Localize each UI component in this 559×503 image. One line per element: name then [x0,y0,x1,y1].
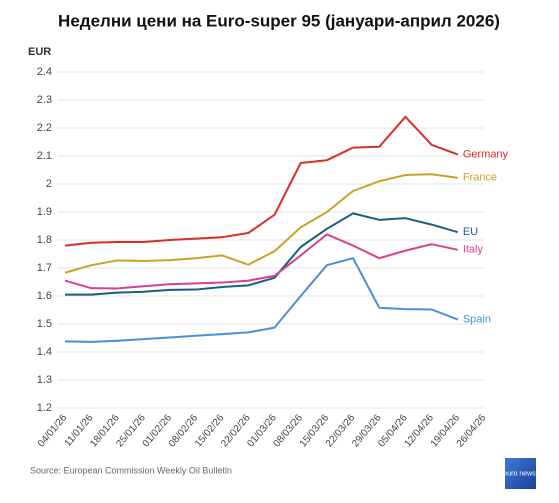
y-tick-label: 1.8 [37,234,52,246]
series-label: France [463,172,497,184]
y-tick-label: 2.4 [37,66,52,78]
logo: euro news. [503,470,537,477]
series-line [64,115,459,247]
y-tick-label: 1.9 [37,206,52,218]
chart-title: Неделни цени на Euro-super 95 (јануари-а… [58,11,500,30]
y-tick-label: 1.6 [37,290,52,302]
y-tick-label: 2 [46,178,52,190]
series-label: Italy [463,244,484,256]
y-tick-label: 1.2 [37,402,52,414]
series-label: EU [463,226,478,238]
y-tick-label: 1.7 [37,262,52,274]
y-tick-label: 2.2 [37,122,52,134]
y-tick-label: 1.3 [37,374,52,386]
y-tick-label: 1.4 [37,346,52,358]
series-label: Spain [463,313,491,325]
logo-box [505,458,536,489]
series-line [64,257,459,343]
y-tick-label: 1.5 [37,318,52,330]
series-label: Germany [463,149,509,161]
y-tick-label: 2.3 [37,94,52,106]
y-axis-label: EUR [28,46,51,58]
series-line [65,212,459,296]
series-line [64,233,459,290]
series-line [64,173,458,274]
source: Source: European Commission Weekly Oil B… [30,465,232,475]
y-tick-label: 2.1 [37,150,52,162]
